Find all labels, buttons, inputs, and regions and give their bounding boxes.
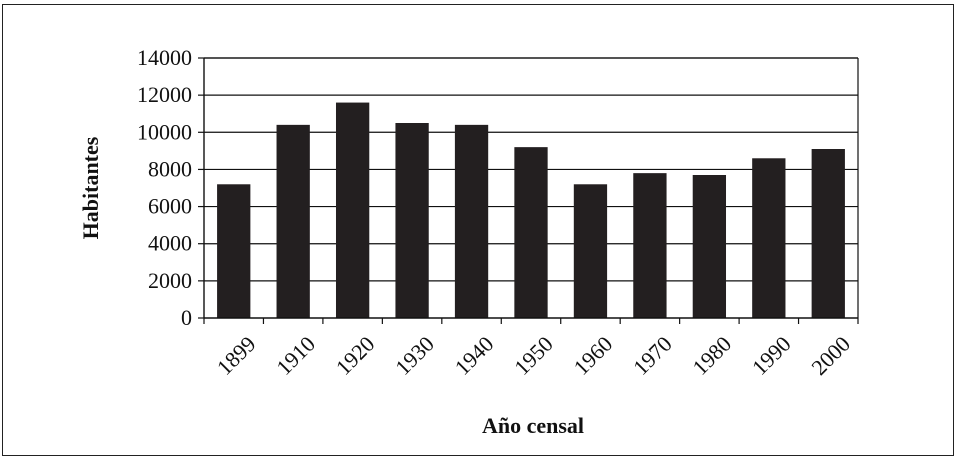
x-tick-label: 1899 — [212, 331, 261, 380]
y-tick-label: 6000 — [148, 194, 192, 219]
x-tick-label: 1930 — [390, 331, 439, 380]
x-tick-label: 1940 — [450, 331, 499, 380]
bar-1920 — [335, 102, 370, 318]
x-tick-label: 1960 — [569, 331, 618, 380]
y-tick-label: 12000 — [137, 82, 192, 107]
bar-1970 — [633, 173, 667, 318]
x-tick-label: 1920 — [331, 331, 380, 380]
bar-1930 — [395, 123, 429, 318]
x-tick-label: 1910 — [271, 331, 320, 380]
bar-1990 — [752, 158, 786, 318]
x-tick-label: 1990 — [747, 331, 796, 380]
bar-1980 — [692, 175, 727, 318]
bar-1899 — [217, 184, 251, 318]
bar-1960 — [573, 184, 608, 318]
x-tick-label: 1950 — [509, 331, 558, 380]
x-tick-label: 1970 — [628, 331, 677, 380]
bar-2000 — [811, 149, 845, 318]
bar-1910 — [276, 124, 310, 318]
y-axis-title: Habitantes — [78, 136, 103, 239]
x-tick-label: 2000 — [806, 331, 855, 380]
x-tick-labels: 1899 1910 1920 1930 1940 1950 1960 1970 1980 1990… — [212, 331, 855, 380]
y-tick-label: 4000 — [148, 231, 192, 256]
axes — [198, 57, 859, 324]
bar-1950 — [514, 147, 548, 318]
y-tick-labels: 0 2000 4000 6000 8000 10000 12000 14000 — [137, 45, 192, 330]
y-tick-label: 0 — [181, 305, 192, 330]
y-tick-label: 10000 — [137, 119, 192, 144]
y-tick-label: 8000 — [148, 156, 192, 181]
bars — [217, 102, 845, 318]
x-axis-title: Año censal — [482, 413, 584, 438]
y-tick-label: 2000 — [148, 268, 192, 293]
bar-1940 — [454, 124, 489, 318]
x-tick-label: 1980 — [687, 331, 736, 380]
y-tick-label: 14000 — [137, 45, 192, 70]
